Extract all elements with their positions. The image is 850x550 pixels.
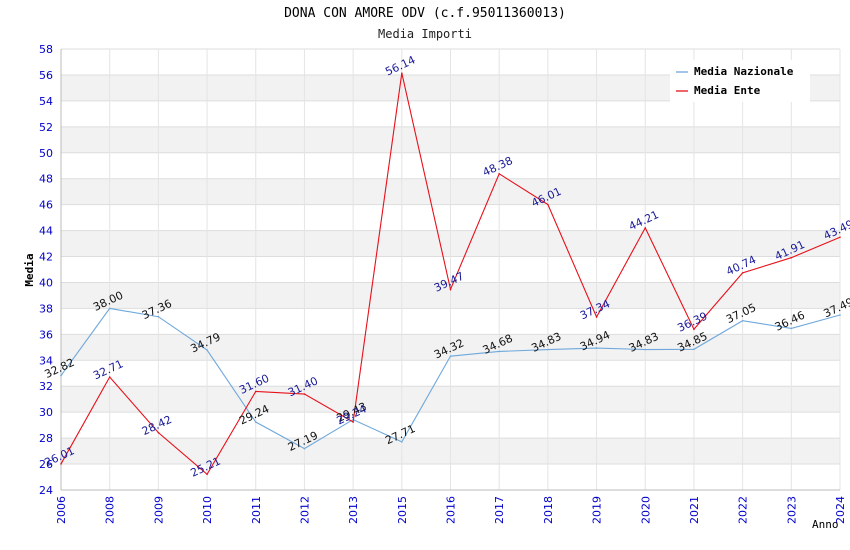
x-tick-label: 2017: [493, 496, 506, 524]
y-tick-label: 44: [39, 225, 53, 238]
data-point-media-ente: [449, 288, 452, 291]
data-point-media-nazionale: [498, 350, 500, 353]
data-point-media-nazionale: [303, 447, 306, 450]
x-tick-label: 2015: [396, 496, 409, 524]
x-tick-label: 2016: [445, 496, 458, 524]
y-tick-label: 26: [39, 458, 53, 471]
legend-box: [670, 60, 810, 102]
data-point-media-ente: [644, 227, 647, 229]
y-axis-ticks: 24 26 28 30 32 34 36 38 40 42 44 46 48 50 52 54 56 58: [39, 43, 53, 497]
data-point-media-ente: [595, 316, 598, 318]
legend: Media Nazionale Media Ente: [670, 60, 810, 102]
data-point-media-nazionale: [254, 421, 257, 423]
data-point-media-ente: [790, 256, 793, 259]
data-point-media-nazionale: [401, 441, 403, 443]
y-tick-label: 52: [39, 121, 53, 134]
x-tick-label: 2013: [347, 496, 360, 524]
y-tick-label: 50: [39, 147, 53, 160]
x-tick-label: 2011: [250, 496, 263, 524]
data-point-media-ente: [108, 376, 111, 378]
chart-title: DONA CON AMORE ODV (c.f.95011360013): [284, 6, 566, 21]
x-axis-ticks: 2006 2008 2009 2010 2011 2012 2013 2015 2016 2017…: [55, 496, 847, 524]
data-point-media-nazionale: [157, 315, 160, 318]
data-point-media-nazionale: [449, 355, 452, 357]
data-point-media-nazionale: [108, 307, 111, 310]
chart-subtitle: Media Importi: [378, 27, 472, 41]
data-point-media-ente: [157, 431, 160, 434]
data-point-media-ente: [693, 328, 695, 331]
data-point-media-nazionale: [790, 327, 793, 330]
y-tick-label: 54: [39, 95, 53, 108]
data-point-media-nazionale: [547, 348, 549, 351]
y-tick-label: 32: [39, 380, 53, 393]
data-point-media-nazionale: [741, 319, 744, 322]
data-point-media-nazionale: [206, 349, 208, 351]
y-tick-label: 48: [39, 173, 53, 186]
data-point-media-nazionale: [839, 314, 841, 316]
data-point-media-nazionale: [595, 347, 598, 349]
x-tick-label: 2009: [152, 496, 165, 524]
data-point-media-ente: [254, 390, 257, 393]
y-tick-label: 56: [39, 69, 53, 82]
x-tick-label: 2020: [639, 496, 652, 524]
y-tick-label: 30: [39, 406, 53, 419]
y-tick-label: 36: [39, 328, 53, 341]
series-lines: [60, 72, 841, 476]
y-tick-label: 42: [39, 251, 53, 264]
data-point-media-ente: [498, 172, 500, 175]
x-tick-label: 2019: [591, 496, 604, 524]
data-point-media-ente: [839, 236, 841, 239]
x-tick-label: 2023: [785, 496, 798, 524]
data-point-media-ente: [547, 203, 549, 206]
x-tick-label: 2024: [834, 496, 847, 524]
y-tick-label: 34: [39, 354, 53, 367]
y-tick-label: 38: [39, 302, 53, 315]
y-axis-label: Media: [23, 253, 36, 286]
x-axis-label: Anno: [812, 518, 839, 531]
x-tick-label: 2021: [688, 496, 701, 524]
data-point-media-ente: [741, 272, 744, 274]
y-tick-label: 46: [39, 199, 53, 212]
data-point-media-ente: [206, 473, 208, 476]
data-point-media-ente: [401, 72, 403, 74]
x-tick-label: 2012: [298, 496, 311, 524]
x-tick-label: 2006: [55, 496, 68, 524]
x-tick-label: 2018: [542, 496, 555, 524]
data-point-media-ente: [60, 463, 62, 465]
x-tick-label: 2010: [201, 496, 214, 524]
legend-label-media-ente: Media Ente: [694, 84, 761, 97]
y-tick-label: 40: [39, 276, 53, 289]
data-point-media-ente: [303, 393, 306, 395]
y-tick-label: 24: [39, 484, 53, 497]
legend-label-media-nazionale: Media Nazionale: [694, 65, 794, 78]
y-tick-label: 28: [39, 432, 53, 445]
x-tick-label: 2022: [737, 496, 750, 524]
y-tick-label: 58: [39, 43, 53, 56]
data-point-media-ente: [352, 421, 354, 423]
data-point-media-nazionale: [693, 348, 695, 351]
data-point-media-nazionale: [60, 374, 62, 377]
x-tick-label: 2008: [104, 496, 117, 524]
data-point-media-nazionale: [644, 348, 647, 351]
